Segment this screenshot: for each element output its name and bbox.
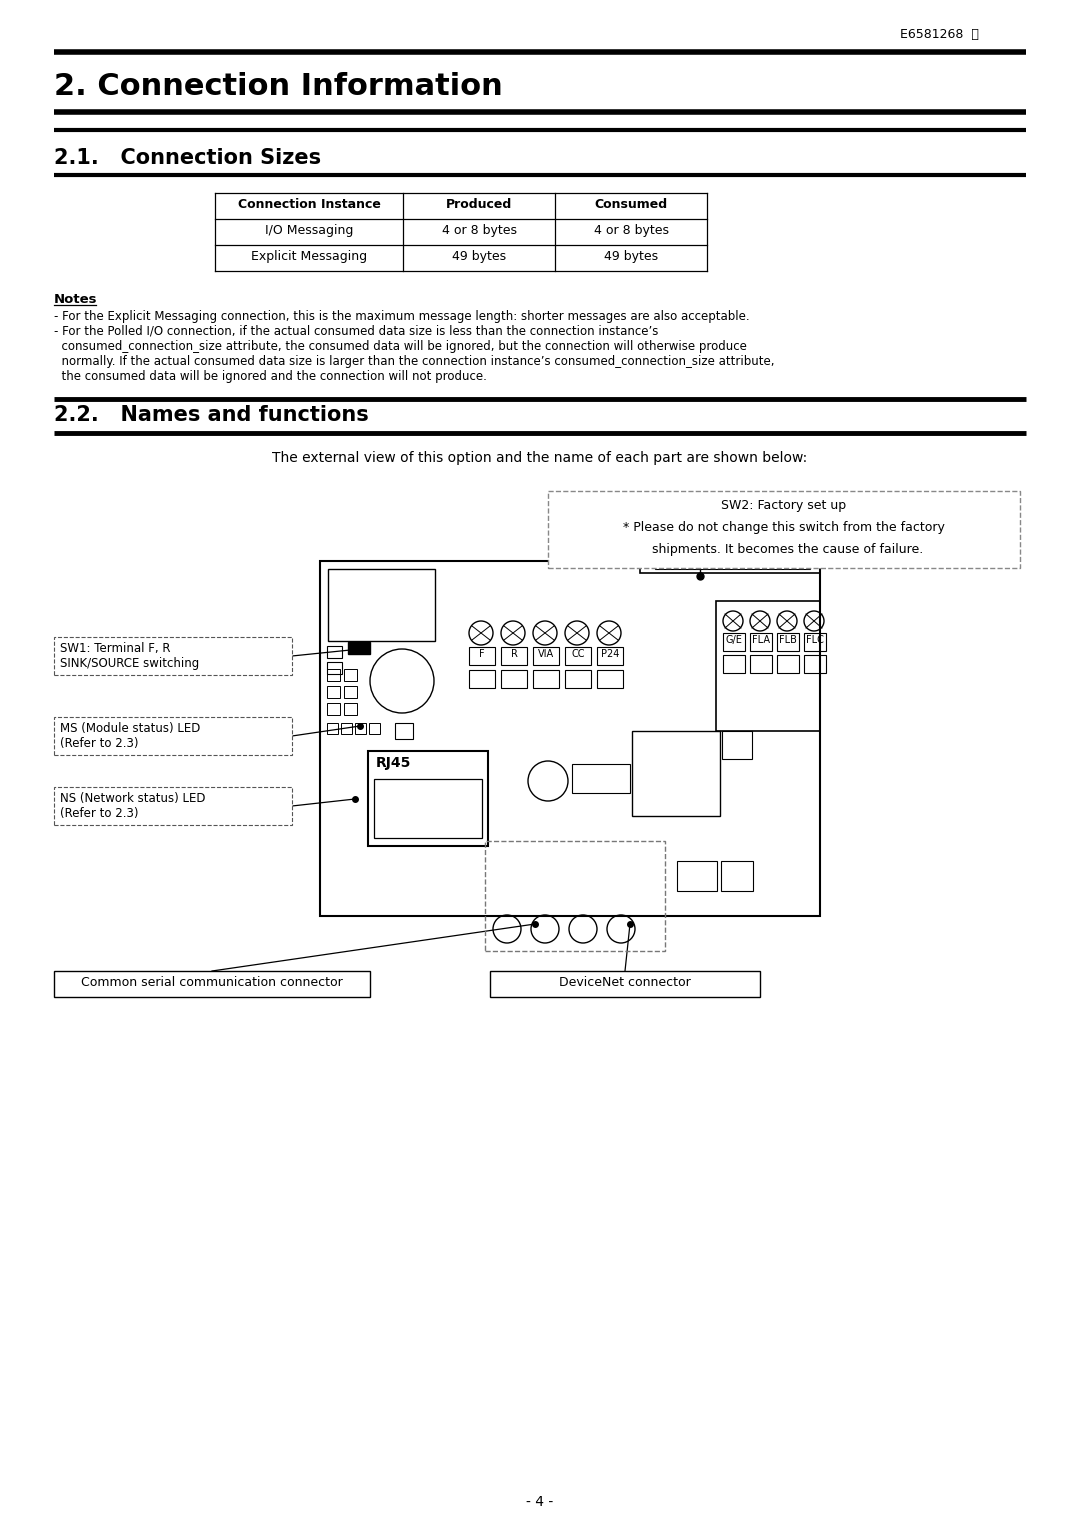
Text: P24: P24 [600,649,619,660]
Bar [345,669,357,681]
Text: (Refer to 2.3): (Refer to 2.3) [60,806,138,820]
Bar [341,722,352,734]
Bar [677,861,717,890]
Bar [327,663,342,673]
Text: FLA: FLA [752,635,770,644]
Bar [723,634,745,651]
Bar [469,670,495,689]
Bar [777,655,799,673]
Text: Produced: Produced [446,199,512,211]
Text: DeviceNet connector: DeviceNet connector [559,976,691,989]
Text: R: R [511,649,517,660]
Text: - For the Explicit Messaging connection, this is the maximum message length: sho: - For the Explicit Messaging connection,… [54,310,750,324]
Bar [597,647,623,664]
Bar [640,501,820,573]
Text: VIA: VIA [538,649,554,660]
Text: the consumed data will be ignored and the connection will not produce.: the consumed data will be ignored and th… [54,370,487,383]
Bar [597,670,623,689]
Bar [345,686,357,698]
Bar [328,570,435,641]
Bar [632,731,720,815]
Bar [723,655,745,673]
Text: Explicit Messaging: Explicit Messaging [251,250,367,263]
Bar [327,702,340,715]
Bar [54,971,370,997]
Text: CC: CC [571,649,584,660]
Text: 4 or 8 bytes: 4 or 8 bytes [442,224,516,237]
Bar [368,751,488,846]
Text: - 4 -: - 4 - [526,1495,554,1509]
Text: 2.1.   Connection Sizes: 2.1. Connection Sizes [54,148,321,168]
Text: - For the Polled I/O connection, if the actual consumed data size is less than t: - For the Polled I/O connection, if the … [54,325,659,337]
Bar [327,646,342,658]
Bar [374,779,482,838]
Bar [501,647,527,664]
Bar [534,647,559,664]
Bar [654,505,810,570]
Bar [54,637,292,675]
Bar [54,718,292,754]
Text: 49 bytes: 49 bytes [604,250,658,263]
Bar [54,786,292,825]
Text: RJ45: RJ45 [376,756,411,770]
Text: (Refer to 2.3): (Refer to 2.3) [60,738,138,750]
Bar [565,647,591,664]
Bar [750,634,772,651]
Text: The external view of this option and the name of each part are shown below:: The external view of this option and the… [272,450,808,466]
Text: FLB: FLB [779,635,797,644]
Text: MS (Module status) LED: MS (Module status) LED [60,722,201,734]
Bar [395,722,413,739]
Bar [345,702,357,715]
Bar [804,655,826,673]
Bar [723,731,752,759]
Bar [355,722,366,734]
Text: F: F [480,649,485,660]
Bar [327,669,340,681]
Bar [501,670,527,689]
Bar [721,861,753,890]
Text: Common serial communication connector: Common serial communication connector [81,976,342,989]
Text: Consumed: Consumed [594,199,667,211]
Text: G/E: G/E [726,635,742,644]
Text: 49 bytes: 49 bytes [451,250,507,263]
Bar [565,670,591,689]
Text: E6581268  ⓘ: E6581268 ⓘ [900,27,978,41]
Text: I/O Messaging: I/O Messaging [265,224,353,237]
Bar [485,841,665,951]
Text: shipments. It becomes the cause of failure.: shipments. It becomes the cause of failu… [645,544,923,556]
Text: * Please do not change this switch from the factory: * Please do not change this switch from … [623,521,945,534]
Bar [534,670,559,689]
Text: SW2: Factory set up: SW2: Factory set up [721,499,847,512]
Bar [320,560,820,916]
Bar [327,686,340,698]
Text: SINK/SOURCE switching: SINK/SOURCE switching [60,657,199,670]
Text: consumed_connection_size attribute, the consumed data will be ignored, but the c: consumed_connection_size attribute, the … [54,341,747,353]
Text: Notes: Notes [54,293,97,305]
Bar [548,492,1020,568]
Text: FLC: FLC [806,635,824,644]
Bar [490,971,760,997]
Bar [804,634,826,651]
Bar [716,602,820,731]
Bar [750,655,772,673]
Bar [348,641,370,654]
Bar [572,764,630,793]
Bar [469,647,495,664]
Bar [327,722,338,734]
Bar [369,722,380,734]
Bar [777,634,799,651]
Text: Connection Instance: Connection Instance [238,199,380,211]
Text: normally. If the actual consumed data size is larger than the connection instanc: normally. If the actual consumed data si… [54,354,774,368]
Text: 4 or 8 bytes: 4 or 8 bytes [594,224,669,237]
Text: 2.2.   Names and functions: 2.2. Names and functions [54,405,368,425]
Text: NS (Network status) LED: NS (Network status) LED [60,793,205,805]
Text: SW1: Terminal F, R: SW1: Terminal F, R [60,641,171,655]
Text: 2. Connection Information: 2. Connection Information [54,72,503,101]
